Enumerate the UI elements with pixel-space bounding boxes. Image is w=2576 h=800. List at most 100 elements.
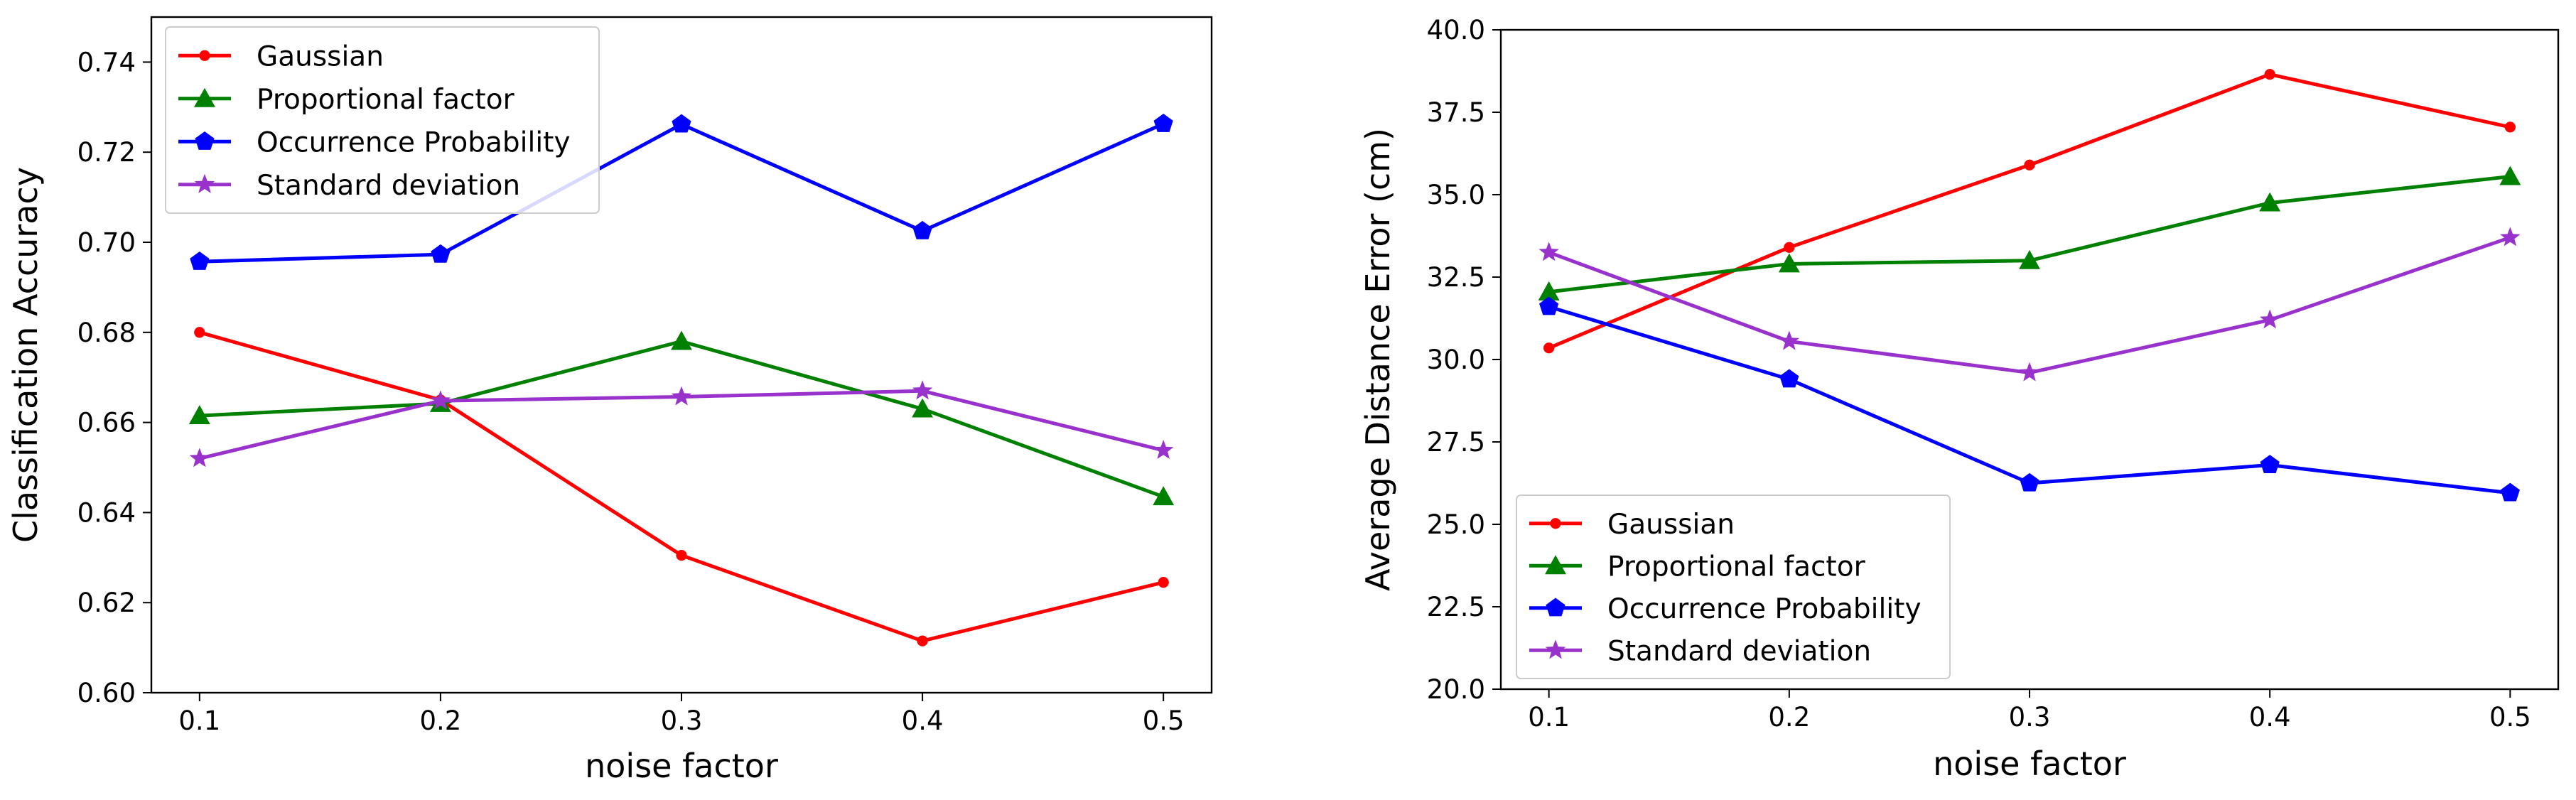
y-tick-label: 0.72: [77, 137, 136, 168]
legend-label-standard-deviation: Standard deviation: [1607, 635, 1871, 667]
data-point-proportional-factor: [2019, 249, 2040, 269]
x-tick-label: 0.4: [2249, 702, 2291, 733]
data-point-gaussian: [194, 327, 205, 338]
data-point-standard-deviation: [1779, 330, 1800, 350]
legend: Gaussian Proportional factor Occurrence Pr…: [165, 26, 600, 214]
y-tick-label: 0.64: [77, 497, 136, 528]
series-gaussian: [1543, 68, 2516, 354]
legend-label-proportional-factor: Proportional factor: [257, 84, 515, 116]
data-point-standard-deviation: [2019, 362, 2040, 382]
legend-box: [165, 26, 600, 214]
y-tick-label: 40.0: [1427, 15, 1485, 45]
y-tick-label: 30.0: [1427, 345, 1485, 375]
legend-marker-gaussian: [1550, 518, 1561, 529]
x-tick-label: 0.5: [2489, 702, 2531, 733]
legend-label-gaussian: Gaussian: [1607, 509, 1735, 541]
data-point-gaussian: [1543, 342, 1555, 354]
data-point-standard-deviation: [1538, 242, 1559, 261]
data-point-occurrence-probability: [912, 220, 932, 239]
y-tick-label: 0.60: [77, 678, 136, 708]
data-point-occurrence-probability: [2500, 482, 2520, 502]
y-axis-label: Average Distance Error (cm): [1359, 128, 1397, 591]
series-line-occurrence-probability: [1548, 305, 2511, 495]
y-axis-label: Classification Accuracy: [6, 167, 45, 543]
series-standard-deviation: [189, 380, 1174, 467]
x-axis-label: noise factor: [1933, 745, 2126, 783]
data-point-occurrence-probability: [1539, 296, 1559, 315]
y-tick-label: 0.66: [77, 408, 136, 438]
data-point-standard-deviation: [2259, 309, 2280, 329]
y-tick-label: 25.0: [1427, 509, 1485, 540]
series-line-proportional-factor: [199, 339, 1165, 499]
series-occurrence-probability: [1539, 296, 2520, 502]
x-tick-label: 0.3: [661, 706, 703, 736]
data-point-gaussian: [2504, 121, 2516, 133]
data-point-standard-deviation: [430, 390, 451, 410]
data-point-proportional-factor: [2499, 166, 2521, 185]
accuracy-chart: 0.1 0.2 0.3 0.4 0.5 0.60 0.62 0.64 0.66 0.68 0.70 0…: [6, 16, 1213, 785]
data-point-gaussian: [917, 635, 928, 647]
legend-marker-proportional-factor: [194, 87, 215, 107]
x-tick-label: 0.5: [1143, 706, 1185, 736]
legend-box: [1516, 494, 1951, 679]
x-tick-label: 0.2: [1768, 702, 1810, 733]
legend-marker-occurrence-probability: [195, 131, 215, 150]
data-point-proportional-factor: [1153, 486, 1175, 506]
data-point-occurrence-probability: [2020, 472, 2039, 492]
y-tick-label: 22.5: [1427, 592, 1485, 622]
data-point-occurrence-probability: [190, 251, 210, 270]
x-tick-label: 0.3: [2009, 702, 2051, 733]
legend-marker-proportional-factor: [1545, 555, 1566, 575]
data-point-gaussian: [2264, 68, 2275, 80]
legend-marker-standard-deviation: [1545, 639, 1566, 659]
data-point-gaussian: [676, 549, 687, 561]
data-point-occurrence-probability: [1153, 113, 1173, 132]
data-point-proportional-factor: [912, 398, 934, 418]
data-point-standard-deviation: [912, 380, 933, 400]
legend-label-occurrence-probability: Occurrence Probability: [1607, 593, 1922, 625]
data-point-proportional-factor: [188, 405, 210, 425]
data-point-occurrence-probability: [672, 114, 691, 133]
y-tick-label: 0.70: [77, 227, 136, 258]
y-tick-label: 0.62: [77, 588, 136, 618]
series-proportional-factor: [1538, 166, 2521, 301]
legend-marker-occurrence-probability: [1546, 598, 1565, 617]
y-tick-label: 20.0: [1427, 674, 1485, 705]
data-point-gaussian: [1158, 577, 1169, 588]
x-axis-label: noise factor: [585, 747, 778, 785]
x-tick-label: 0.1: [178, 706, 220, 736]
y-tick-label: 35.0: [1427, 180, 1485, 210]
y-tick-label: 32.5: [1427, 262, 1485, 293]
series-line-gaussian: [199, 330, 1164, 643]
x-tick-label: 0.1: [1528, 702, 1570, 733]
series-occurrence-probability: [190, 113, 1173, 270]
data-point-gaussian: [2024, 159, 2035, 171]
legend-marker-standard-deviation: [194, 173, 215, 193]
y-tick-label: 27.5: [1427, 427, 1485, 458]
data-point-proportional-factor: [2259, 192, 2281, 212]
y-tick-label: 0.68: [77, 318, 136, 348]
data-point-occurrence-probability: [2260, 455, 2280, 474]
series-standard-deviation: [1538, 227, 2521, 382]
data-point-standard-deviation: [2500, 227, 2521, 247]
data-point-standard-deviation: [1153, 439, 1174, 459]
distance-error-chart: 0.1 0.2 0.3 0.4 0.5 20.0 22.5 25.0 27.5 30.0 32.5 3…: [1359, 15, 2560, 783]
data-point-gaussian: [1784, 242, 1795, 253]
y-tick-label: 0.74: [77, 47, 136, 77]
legend: Gaussian Proportional factor Occurrence Pr…: [1516, 494, 1951, 679]
legend-label-gaussian: Gaussian: [257, 40, 384, 72]
series-gaussian: [194, 327, 1169, 647]
legend-label-proportional-factor: Proportional factor: [1607, 551, 1866, 583]
data-point-standard-deviation: [671, 386, 692, 406]
data-point-occurrence-probability: [1779, 369, 1799, 388]
data-point-occurrence-probability: [431, 244, 451, 263]
data-point-proportional-factor: [1778, 253, 1800, 273]
data-point-proportional-factor: [1538, 281, 1560, 301]
x-tick-label: 0.4: [902, 706, 944, 736]
y-tick-label: 37.5: [1427, 97, 1485, 128]
legend-label-occurrence-probability: Occurrence Probability: [257, 126, 571, 158]
x-tick-label: 0.2: [419, 706, 461, 736]
legend-marker-gaussian: [199, 50, 210, 61]
series-line-proportional-factor: [1548, 174, 2511, 294]
